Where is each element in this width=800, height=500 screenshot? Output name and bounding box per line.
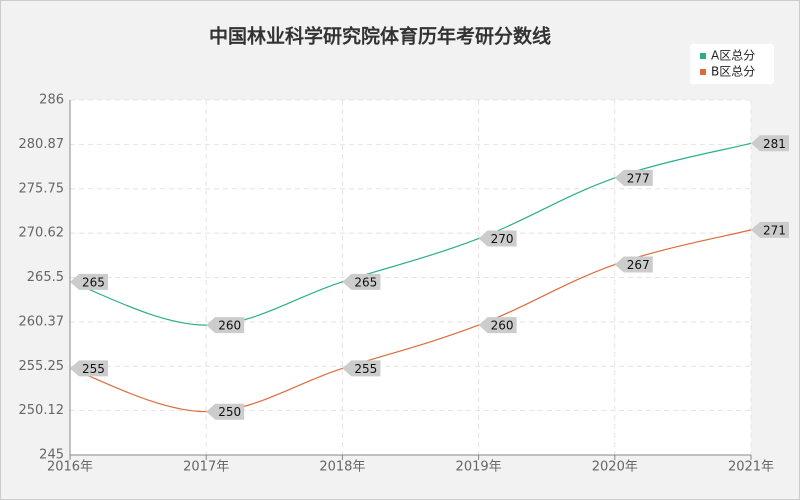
value-label: 260 [491, 319, 514, 333]
legend-box [690, 44, 774, 84]
y-tick-label: 255.25 [19, 359, 65, 374]
value-label: 281 [763, 137, 786, 151]
label-tag [206, 317, 245, 334]
x-tick-label: 2020年 [592, 460, 638, 475]
y-tick-label: 250.12 [19, 403, 65, 418]
value-label: 267 [627, 258, 650, 272]
legend-text: B区总分 [711, 65, 755, 79]
x-tick-label: 2021年 [728, 460, 774, 475]
label-tag [614, 256, 653, 273]
label-tag [342, 273, 381, 290]
value-label: 277 [627, 171, 650, 185]
value-label: 271 [763, 223, 786, 237]
y-tick-label: 280.87 [19, 137, 65, 152]
y-tick-label: 270.62 [19, 226, 65, 241]
y-tick-label: 286 [39, 93, 64, 108]
x-tick-label: 2018年 [319, 460, 365, 475]
x-tick-label: 2019年 [456, 460, 502, 475]
y-tick-label: 275.75 [19, 181, 65, 196]
chart-title: 中国林业科学研究院体育历年考研分数线 [209, 25, 551, 48]
label-tag [206, 403, 245, 420]
value-label: 260 [218, 319, 241, 333]
value-label: 255 [82, 362, 105, 376]
legend-swatch [700, 53, 706, 59]
y-tick-label: 245 [39, 448, 64, 463]
label-tag [751, 135, 789, 152]
value-label: 250 [218, 405, 241, 419]
label-tag [478, 230, 517, 247]
y-tick-label: 265.5 [27, 270, 64, 285]
legend-swatch [700, 69, 706, 75]
label-tag [70, 360, 108, 377]
value-label: 255 [354, 362, 377, 376]
label-tag [614, 169, 653, 186]
value-label: 265 [354, 275, 377, 289]
label-tag [751, 221, 789, 238]
legend-text: A区总分 [711, 49, 755, 63]
x-tick-label: 2017年 [183, 460, 229, 475]
label-tag [478, 317, 517, 334]
value-label: 265 [82, 275, 105, 289]
y-tick-label: 260.37 [19, 314, 65, 329]
label-tag [70, 273, 108, 290]
value-label: 270 [491, 232, 514, 246]
label-tag [342, 360, 381, 377]
x-tick-label: 2016年 [47, 460, 93, 475]
